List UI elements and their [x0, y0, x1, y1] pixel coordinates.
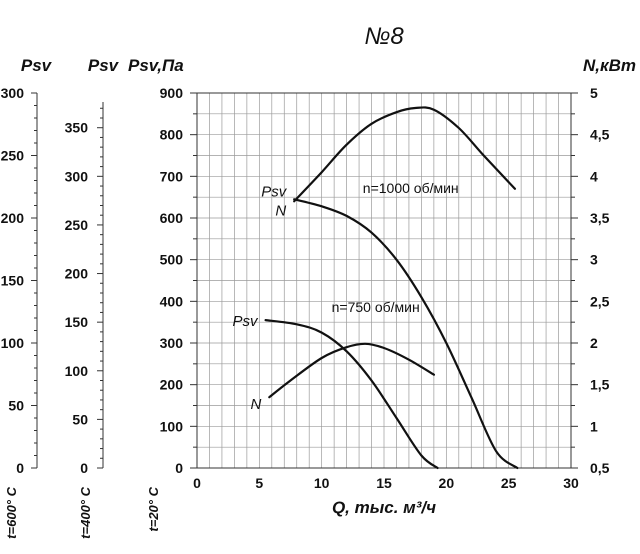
curve-n-1 [293, 106, 516, 203]
text-labels: Q, тыс. м³/ч Psv,Па t=20° C Psv t=400° C Psv t… [4, 23, 636, 539]
curves [264, 106, 519, 470]
temperature-label-psv_400: t=400° C [78, 486, 93, 538]
y-tick-label-power: 1,5 [590, 377, 610, 393]
y-tick-label-psv_600: 150 [1, 273, 25, 289]
y-tick-label-psv_main: 600 [160, 210, 184, 226]
y-tick-label-power: 4 [590, 168, 598, 184]
y-tick-label-psv_600: 50 [8, 398, 24, 414]
y-tick-label-psv_400: 300 [65, 168, 89, 184]
x-tick-label: 25 [501, 475, 517, 491]
speed-label: n=750 об/мин [332, 299, 420, 315]
y-tick-label-psv_400: 100 [65, 363, 89, 379]
y-tick-label-power: 3,5 [590, 210, 610, 226]
curve-psv-2 [264, 319, 439, 470]
y-tick-label-psv_400: 250 [65, 217, 89, 233]
y-tick-label-psv_400: 200 [65, 266, 89, 282]
curve-n-3 [268, 342, 435, 399]
y-tick-label-psv_main: 300 [160, 335, 184, 351]
y-tick-label-power: 2,5 [590, 293, 610, 309]
y-tick-label-psv_main: 500 [160, 252, 184, 268]
y-tick-label-psv_600: 0 [16, 460, 24, 476]
x-tick-label: 30 [563, 475, 579, 491]
axis-title-power: N,кВт [583, 56, 636, 75]
grid [196, 92, 572, 469]
x-tick-label: 20 [439, 475, 455, 491]
x-tick-label: 5 [255, 475, 263, 491]
temperature-label-psv_600: t=600° C [4, 486, 19, 538]
series-label-psv: Psv [233, 313, 260, 330]
y-tick-label-psv_400: 350 [65, 120, 89, 136]
chart-title: №8 [364, 23, 404, 50]
speed-label: n=1000 об/мин [363, 180, 459, 196]
series-label-n: N [250, 396, 261, 413]
y-tick-label-psv_main: 100 [160, 418, 184, 434]
y-tick-label-power: 2 [590, 335, 598, 351]
y-tick-label-psv_main: 900 [160, 85, 184, 101]
y-tick-label-power: 3 [590, 252, 598, 268]
y-tick-label-psv_main: 200 [160, 377, 184, 393]
y-tick-label-psv_400: 150 [65, 314, 89, 330]
y-tick-label-power: 4,5 [590, 127, 610, 143]
series-label-psv: Psv [261, 183, 288, 200]
x-axis-title: Q, тыс. м³/ч [332, 498, 436, 517]
temperature-label-psv_main: t=20° C [146, 486, 161, 531]
y-tick-label-power: 0,5 [590, 460, 610, 476]
series-label-n: N [275, 202, 286, 219]
x-tick-label: 0 [193, 475, 201, 491]
y-tick-label-psv_main: 400 [160, 293, 184, 309]
y-tick-label-psv_main: 800 [160, 127, 184, 143]
axis-title-psv_400: Psv [88, 56, 120, 75]
y-tick-label-psv_main: 700 [160, 168, 184, 184]
y-tick-label-power: 5 [590, 85, 598, 101]
y-tick-label-power: 1 [590, 418, 598, 434]
y-tick-label-psv_400: 50 [72, 411, 88, 427]
y-tick-label-psv_400: 0 [80, 460, 88, 476]
curve-psv-0 [293, 198, 519, 470]
x-tick-label: 15 [376, 475, 392, 491]
y-tick-label-psv_600: 100 [1, 335, 25, 351]
axes [31, 92, 578, 469]
x-tick-label: 10 [314, 475, 330, 491]
tick-labels: 0 5 10 15 20 25 300100200300400500600700800900… [1, 85, 610, 491]
y-tick-label-psv_600: 200 [1, 210, 25, 226]
y-tick-label-psv_600: 300 [1, 85, 25, 101]
axis-title-psv_600: Psv [21, 56, 53, 75]
y-tick-label-psv_main: 0 [175, 460, 183, 476]
y-tick-label-psv_600: 250 [1, 148, 25, 164]
axis-title-psv_main: Psv,Па [128, 56, 184, 75]
